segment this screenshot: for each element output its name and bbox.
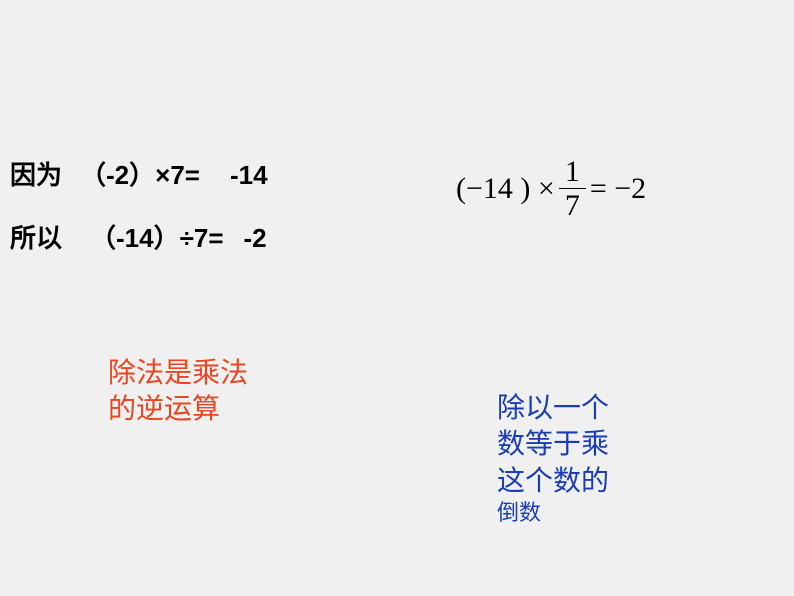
red-explanation: 除法是乘法 的逆运算 [108,355,248,428]
mult-result: -14 [230,160,268,190]
fraction-equation: (−14 ) × 1 7 = −2 [456,155,646,222]
multiplication-statement: 因为 （-2）×7= -14 [10,155,268,192]
equation-right: = −2 [590,172,646,206]
div-result: -2 [244,223,267,253]
blue-line4: 倒数 [497,499,609,528]
red-line1: 除法是乘法 [108,355,248,391]
equation-left: (−14 ) × [456,172,555,206]
blue-line2: 数等于乘 [497,426,609,462]
div-expression: （-14）÷7= [90,223,224,253]
blue-line1: 除以一个 [497,390,609,426]
prefix-because: 因为 [10,160,62,190]
fraction-denominator: 7 [559,188,586,222]
fraction: 1 7 [559,155,586,222]
blue-line3: 这个数的 [497,463,609,499]
blue-explanation: 除以一个 数等于乘 这个数的 倒数 [497,390,609,528]
red-line2: 的逆运算 [108,391,248,427]
prefix-therefore: 所以 [10,223,62,253]
mult-expression: （-2）×7= [80,160,200,190]
fraction-numerator: 1 [559,155,586,188]
division-statement: 所以 （-14）÷7= -2 [10,218,267,255]
